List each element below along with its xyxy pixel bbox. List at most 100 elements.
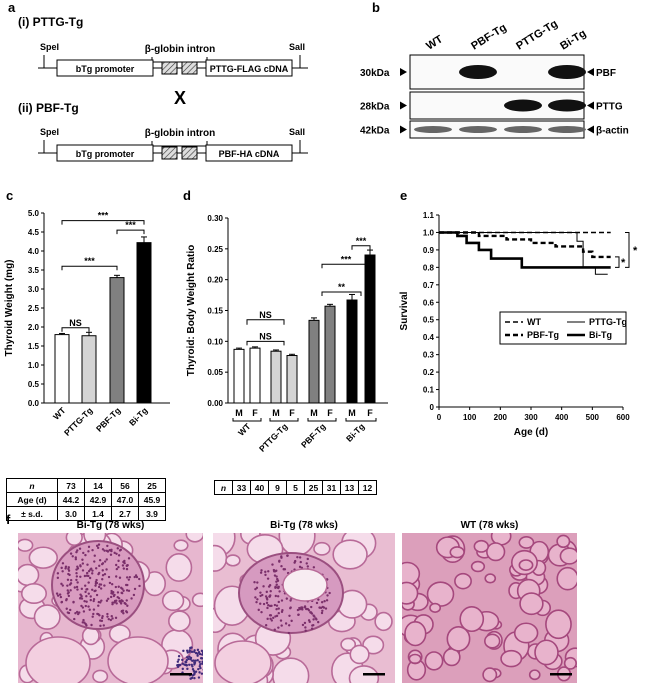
cell-nucleus [125,610,128,613]
cell-nucleus [101,548,105,551]
cell-nucleus [98,559,102,562]
cell-nucleus [296,555,299,559]
cell-nucleus [196,654,199,657]
cell-nucleus [269,590,272,593]
cell-nucleus [190,663,193,666]
cell-nucleus [96,546,100,550]
cell-nucleus [84,604,87,608]
cell-nucleus [182,649,185,653]
scale-bar [363,673,385,676]
cell-nucleus [273,603,277,607]
cell-nucleus [61,562,65,565]
blot-protein-arrow [587,125,594,134]
cell-nucleus [200,653,203,656]
cell-nucleus [310,605,313,609]
cell-nucleus [83,599,86,603]
table-c-header-row: n 73 14 56 25 [6,478,166,493]
cell-nucleus [118,549,122,552]
follicle [429,602,442,613]
construct1-intron: β-globin intron [145,44,216,55]
x-tick-label: 400 [555,413,569,422]
table-d: n 33 40 9 5 25 31 13 12 [214,480,377,495]
blot-band [459,65,497,79]
significance-bracket [321,291,362,296]
significance-label: *** [98,211,109,221]
significance-bracket [61,265,118,271]
cell-nucleus [285,597,289,600]
y-tick-label: 0.20 [207,276,223,285]
follicle [459,606,485,633]
cell-nucleus [289,606,292,609]
panel-a-label: a [8,0,16,15]
bar [308,319,320,404]
cell-nucleus [190,676,194,680]
cell-nucleus [275,604,279,607]
cell-nucleus [197,667,200,671]
cell-nucleus [125,567,129,571]
cell-nucleus [64,567,67,570]
cell-nucleus [255,600,258,604]
cell-nucleus [257,608,260,612]
histology-title-1: Bi-Tg (78 wks) [76,520,145,531]
cell-nucleus [188,655,191,658]
cell-nucleus [97,585,101,589]
cell-nucleus [138,584,141,588]
cell-nucleus [56,576,60,580]
cell-nucleus [277,612,280,615]
cell-nucleus [94,584,97,587]
table-d-cell: n [214,480,233,495]
cell-nucleus [73,617,76,621]
follicle [402,581,419,605]
cell-nucleus [72,600,75,604]
cell-nucleus [94,582,98,585]
cell-nucleus [126,604,129,607]
tumour-nodule [51,540,145,630]
cell-nucleus [76,565,79,568]
cell-nucleus [127,557,131,560]
cell-nucleus [99,619,102,622]
legend-label: WT [527,317,541,327]
cell-nucleus [76,612,80,616]
cell-nucleus [92,599,95,603]
cell-nucleus [198,652,202,656]
cell-nucleus [188,663,191,666]
cell-nucleus [103,560,107,563]
cell-nucleus [122,567,126,570]
cell-nucleus [276,579,280,582]
cell-nucleus [300,606,303,609]
cell-nucleus [306,565,310,568]
cell-nucleus [279,619,283,622]
table-c-cell: 42.9 [84,492,112,507]
cell-nucleus [93,554,96,557]
follicle [556,534,571,549]
table-d-cell: 9 [268,480,287,495]
significance-bracket [615,256,620,268]
cell-nucleus [81,562,85,565]
construct2-left-site: SpeI [40,127,59,137]
cell-nucleus [268,595,271,598]
cell-nucleus [97,604,100,607]
follicle [92,669,109,683]
cell-nucleus [85,588,88,591]
y-axis-label: Thyroid Weight (mg) [4,259,15,356]
cell-nucleus [89,595,92,598]
cell-nucleus [106,550,110,553]
cell-nucleus [133,575,136,579]
cell-nucleus [101,562,105,565]
cell-nucleus [267,604,270,607]
cell-nucleus [262,585,265,588]
group-bracket [232,418,262,422]
cell-nucleus [75,550,78,554]
histology-image-2 [213,533,395,683]
cell-nucleus [82,610,86,613]
group-label: PTTG-Tg [257,421,289,453]
significance-label: *** [341,254,352,264]
cell-nucleus [184,661,188,664]
group-label: PBF-Tg [299,421,327,449]
cell-nucleus [97,543,101,546]
cell-nucleus [283,568,287,571]
group-bracket [307,418,337,422]
cell-nucleus [278,590,281,593]
cell-nucleus [95,578,98,582]
cell-nucleus [309,611,313,614]
